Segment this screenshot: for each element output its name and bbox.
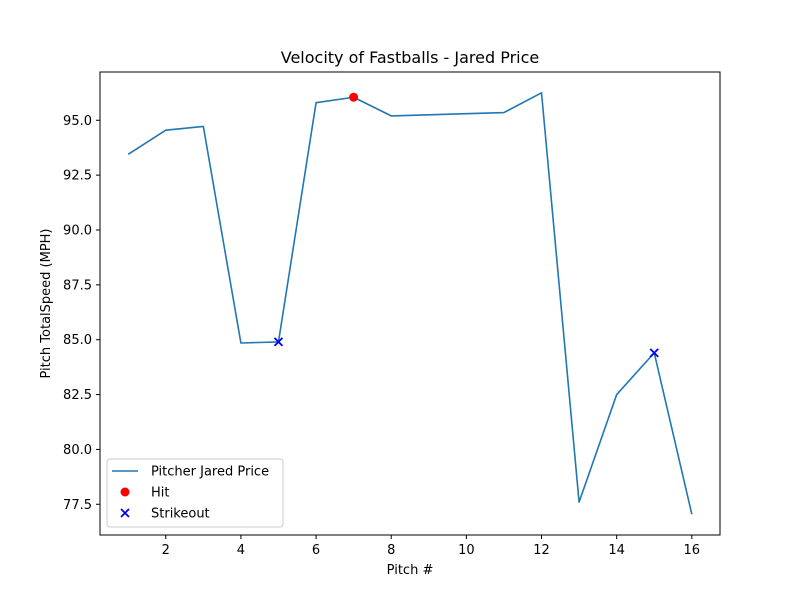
- legend: Pitcher Jared Price Hit Strikeout: [106, 458, 284, 528]
- y-tick-label: 85.0: [63, 333, 92, 348]
- x-tick-label: 4: [237, 543, 245, 558]
- series-layer: [127, 92, 693, 515]
- x-axis-label: Pitch #: [387, 563, 434, 578]
- legend-item: Pitcher Jared Price: [112, 465, 269, 480]
- legend-hit-swatch: [120, 487, 130, 497]
- y-tick-label: 90.0: [63, 223, 92, 238]
- x-tick-label: 2: [162, 543, 170, 558]
- axes-frame: [99, 71, 721, 536]
- x-tick-label: 14: [608, 543, 625, 558]
- series-line: [127, 92, 693, 515]
- y-axis-label: Pitch TotalSpeed (MPH): [39, 228, 54, 378]
- y-tick-label: 95.0: [63, 114, 92, 129]
- x-tick-label: 10: [458, 543, 475, 558]
- strikeout-point: [273, 337, 284, 347]
- hit-point: [349, 92, 359, 102]
- x-tick-label: 12: [533, 543, 550, 558]
- y-tick-label: 82.5: [63, 388, 92, 403]
- strikeout-point: [649, 348, 659, 358]
- legend-item: Hit: [120, 486, 169, 501]
- x-tick-label: 8: [387, 543, 395, 558]
- x-tick-label: 6: [312, 543, 320, 558]
- legend-item: Strikeout: [120, 507, 210, 522]
- x-tick-label: 16: [684, 543, 701, 558]
- legend-strikeout-swatch: [120, 508, 130, 518]
- plot-area: [100, 72, 720, 535]
- legend-box: [106, 458, 284, 528]
- legend-label: Hit: [151, 486, 169, 501]
- legend-label: Pitcher Jared Price: [151, 465, 269, 480]
- y-tick-label: 80.0: [63, 443, 92, 458]
- legend-label: Strikeout: [151, 507, 210, 522]
- y-tick-label: 92.5: [63, 169, 92, 184]
- y-tick-label: 87.5: [63, 278, 92, 293]
- y-tick-label: 77.5: [63, 498, 92, 513]
- chart-title: Velocity of Fastballs - Jared Price: [281, 48, 540, 67]
- axes-layer: 2 4 6 8 10 12 14 16 77.5 80.0 82.5 85.0 87.5 90.0 92.5…: [63, 71, 721, 558]
